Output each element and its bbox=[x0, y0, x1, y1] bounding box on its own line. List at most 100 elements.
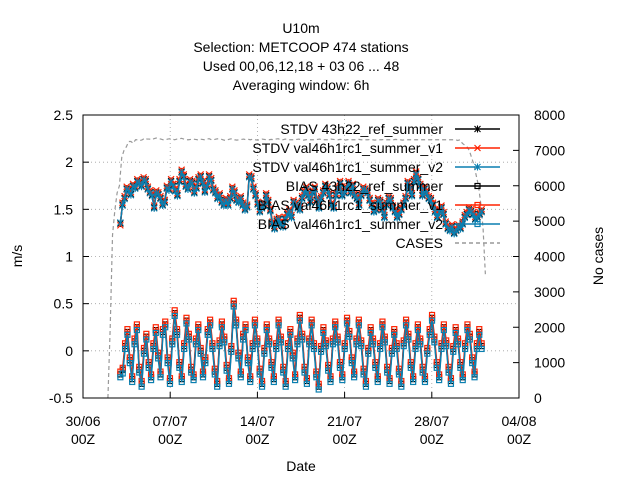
data-point bbox=[204, 331, 211, 338]
y2-axis-label: No cases bbox=[590, 227, 606, 285]
data-point bbox=[386, 380, 393, 387]
data-point bbox=[419, 369, 426, 376]
y-axis-label: m/s bbox=[9, 245, 25, 268]
legend-item: STDV val46h1rc1_summer_v2 bbox=[252, 159, 500, 175]
data-point bbox=[212, 189, 219, 197]
data-point bbox=[282, 383, 289, 390]
data-point bbox=[421, 378, 429, 386]
data-point bbox=[343, 320, 351, 327]
data-point bbox=[275, 322, 282, 329]
data-point bbox=[275, 316, 282, 323]
y-tick-label: 1 bbox=[65, 249, 73, 265]
data-point bbox=[471, 374, 478, 381]
legend: STDV 43h22_ref_summer STDV val46h1rc1_sum… bbox=[252, 121, 500, 251]
data-point bbox=[313, 197, 321, 205]
data-point bbox=[469, 359, 476, 367]
data-point bbox=[230, 297, 237, 304]
data-point bbox=[240, 336, 247, 343]
data-point bbox=[402, 195, 409, 203]
data-point bbox=[391, 326, 398, 333]
data-point bbox=[416, 183, 424, 191]
data-point bbox=[406, 186, 414, 194]
data-point bbox=[391, 331, 398, 338]
data-point bbox=[195, 326, 202, 334]
data-point bbox=[183, 314, 190, 321]
data-point bbox=[326, 192, 333, 200]
data-point bbox=[310, 345, 318, 353]
data-point bbox=[474, 163, 481, 171]
y2-tick-label: 7000 bbox=[534, 142, 565, 158]
data-point bbox=[336, 180, 344, 188]
data-point bbox=[243, 203, 251, 211]
data-point bbox=[159, 331, 166, 338]
data-point bbox=[407, 364, 414, 371]
data-point bbox=[395, 371, 403, 378]
data-point bbox=[218, 318, 226, 325]
data-point bbox=[157, 374, 164, 381]
series-stdv-val46h1rc1-summer-v2 bbox=[116, 169, 486, 238]
legend-label: STDV 43h22_ref_summer bbox=[280, 121, 443, 137]
data-point bbox=[327, 378, 334, 386]
y2-tick-label: 0 bbox=[534, 390, 542, 406]
data-point bbox=[180, 173, 188, 181]
data-point bbox=[336, 364, 344, 371]
data-point bbox=[315, 386, 322, 393]
data-point bbox=[372, 206, 380, 214]
data-point bbox=[414, 321, 421, 328]
data-point bbox=[355, 202, 363, 210]
data-point bbox=[199, 374, 207, 381]
data-point bbox=[454, 341, 462, 348]
data-point bbox=[237, 195, 245, 203]
data-point bbox=[271, 225, 278, 233]
data-point bbox=[244, 359, 251, 367]
data-point bbox=[188, 369, 195, 376]
data-point bbox=[152, 329, 159, 337]
data-point bbox=[218, 324, 226, 331]
data-point bbox=[288, 214, 295, 222]
legend-label: BIAS 43h22_ref_summer bbox=[286, 178, 444, 194]
data-point bbox=[193, 185, 200, 193]
x-tick-label-time: 00Z bbox=[333, 431, 358, 447]
x-tick-label-time: 00Z bbox=[71, 431, 96, 447]
data-point bbox=[287, 326, 294, 333]
data-point bbox=[143, 330, 150, 337]
data-point bbox=[207, 177, 215, 185]
data-point bbox=[138, 383, 145, 390]
x-tick-label-date: 21/07 bbox=[327, 413, 362, 429]
data-point bbox=[206, 322, 214, 329]
data-point bbox=[459, 376, 466, 384]
data-point bbox=[250, 186, 257, 194]
data-point bbox=[263, 321, 270, 328]
data-point bbox=[231, 189, 238, 197]
data-point bbox=[474, 144, 481, 152]
series-cases bbox=[107, 137, 486, 398]
data-point bbox=[478, 345, 485, 353]
data-point bbox=[142, 178, 150, 186]
y-tick-label: 2 bbox=[65, 154, 73, 170]
data-point bbox=[355, 316, 362, 323]
data-point bbox=[348, 359, 355, 367]
y-tick-label: 2.5 bbox=[54, 107, 74, 123]
data-point bbox=[166, 380, 174, 387]
data-point bbox=[136, 369, 143, 376]
data-point bbox=[374, 378, 381, 386]
data-point bbox=[474, 182, 481, 190]
data-point bbox=[228, 348, 235, 355]
data-point bbox=[266, 341, 273, 348]
data-point bbox=[264, 199, 272, 207]
chart-subtitle-selection: Selection: METCOOP 474 stations bbox=[193, 39, 408, 55]
data-point bbox=[474, 220, 481, 228]
data-point bbox=[424, 350, 431, 357]
data-point bbox=[315, 204, 323, 212]
data-point bbox=[358, 343, 365, 350]
data-point bbox=[145, 364, 152, 371]
data-point bbox=[400, 202, 407, 210]
data-point bbox=[376, 345, 384, 353]
data-point bbox=[216, 343, 223, 350]
chart-subtitle-averaging: Averaging window: 6h bbox=[233, 77, 370, 93]
data-point bbox=[345, 180, 352, 188]
data-point bbox=[279, 223, 287, 231]
data-point bbox=[195, 321, 202, 328]
data-point bbox=[247, 175, 255, 183]
data-point bbox=[169, 341, 176, 348]
